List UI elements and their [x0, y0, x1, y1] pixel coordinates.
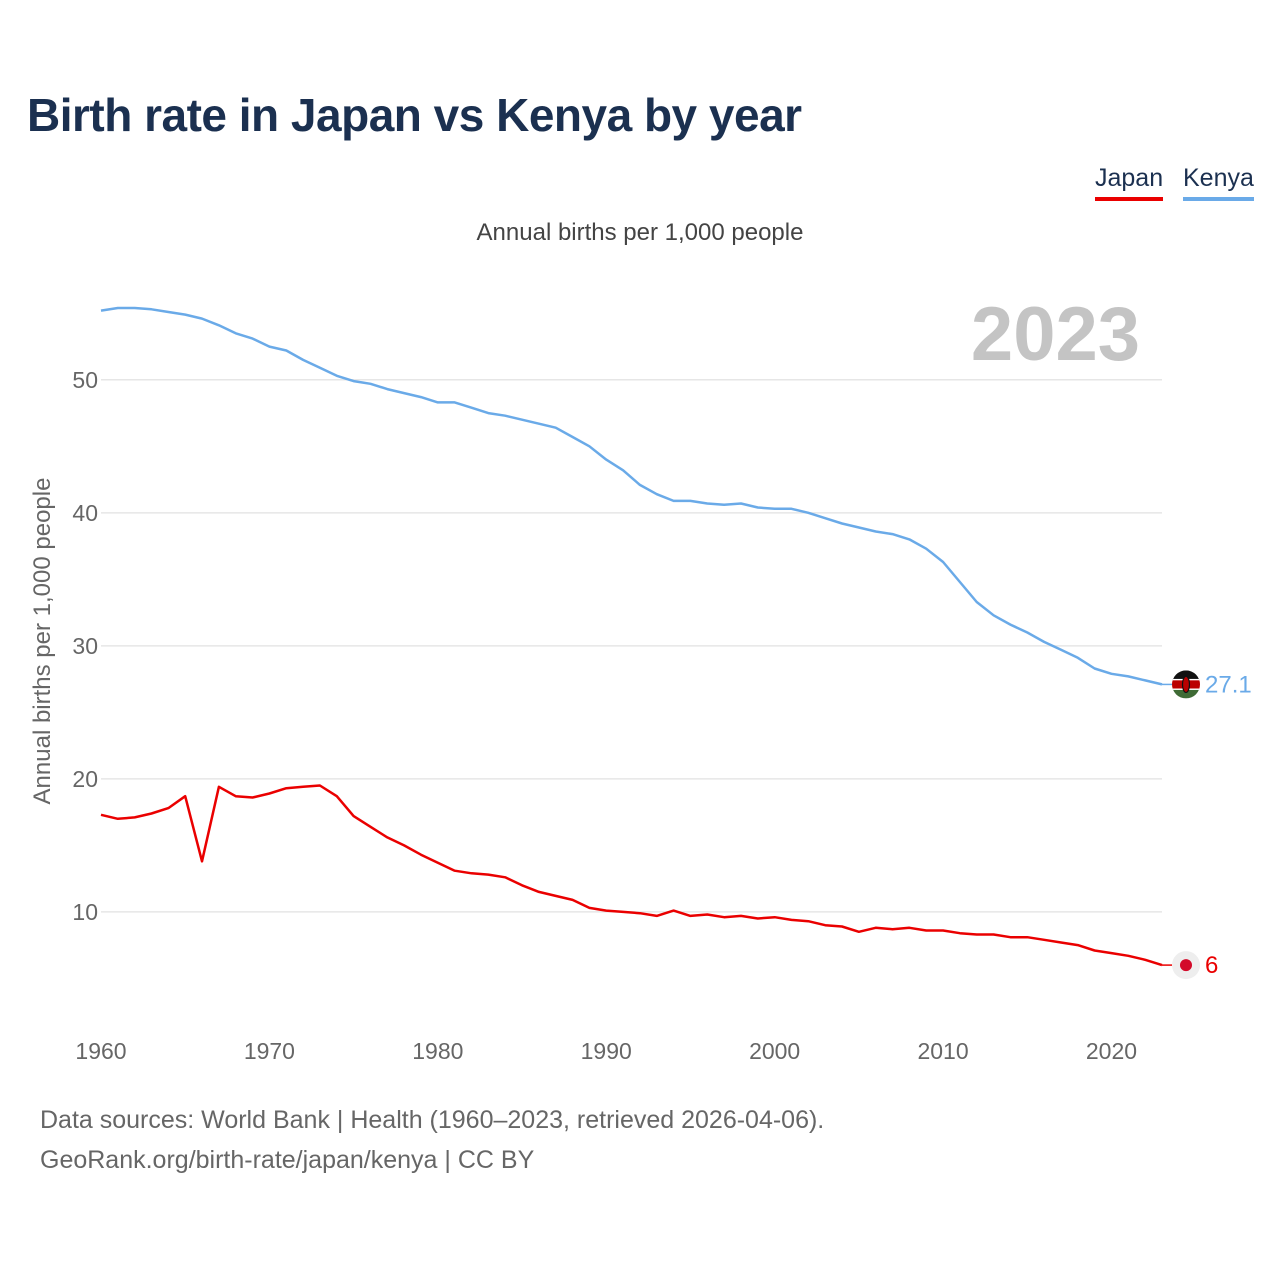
series-end-label-japan: 6: [1205, 952, 1218, 979]
x-tick-label: 1990: [581, 1038, 632, 1064]
x-tick-label: 2010: [917, 1038, 968, 1064]
y-tick-label: 40: [72, 500, 98, 526]
chart-subtitle: Annual births per 1,000 people: [477, 219, 804, 246]
kenya-flag-stripes: [1172, 670, 1200, 699]
y-tick-label: 10: [72, 899, 98, 925]
legend-item-japan[interactable]: Japan: [1095, 164, 1164, 201]
x-tick-label: 2000: [749, 1038, 800, 1064]
series-line-kenya: [100, 306, 1163, 686]
y-tick-label: 30: [72, 633, 98, 659]
x-tick-label: 2020: [1086, 1038, 1137, 1064]
kenya-flag-green-stripe: [1172, 689, 1200, 699]
x-tick-label: 1970: [244, 1038, 295, 1064]
footer-credit[interactable]: GeoRank.org/birth-rate/japan/kenya | CC …: [40, 1146, 535, 1174]
y-axis-label: Annual births per 1,000 people: [29, 478, 56, 805]
kenya-flag-black-stripe: [1172, 670, 1200, 680]
line-chart: Annual births per 1,000 people 2023 Annu…: [29, 219, 1252, 1064]
grid-layer: [101, 379, 1162, 913]
x-tick-label: 1960: [75, 1038, 126, 1064]
page-title: Birth rate in Japan vs Kenya by year: [27, 89, 802, 141]
series-layer: [100, 306, 1163, 967]
japan-flag-disc: [1180, 959, 1192, 972]
footer-source: Data sources: World Bank | Health (1960–…: [40, 1106, 825, 1134]
x-tick-label: 1980: [412, 1038, 463, 1064]
legend-item-kenya[interactable]: Kenya: [1183, 164, 1254, 201]
series-line-japan: [100, 784, 1163, 967]
tick-layer: 10 20 30 40 50 1960 1970 1980 1990 2000 2010 2020: [72, 367, 1137, 1064]
y-tick-label: 20: [72, 766, 98, 792]
year-watermark: 2023: [971, 292, 1140, 377]
series-end-label-kenya: 27.1: [1205, 671, 1252, 698]
kenya-flag-shield: [1181, 675, 1191, 694]
marker-layer: 627.1: [1162, 670, 1252, 980]
y-tick-label: 50: [72, 367, 98, 393]
kenya-flag-icon: [1172, 670, 1200, 699]
